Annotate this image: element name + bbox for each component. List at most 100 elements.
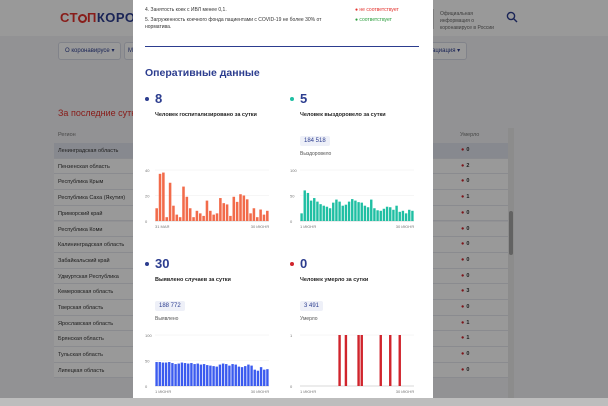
chart-bar[interactable] bbox=[247, 364, 250, 386]
chart-bar[interactable] bbox=[202, 215, 205, 221]
chart-bar[interactable] bbox=[188, 208, 192, 221]
chart-bar[interactable] bbox=[183, 363, 187, 386]
chart-bar[interactable] bbox=[221, 363, 225, 386]
chart-bar[interactable] bbox=[249, 213, 252, 221]
chart-bar[interactable] bbox=[218, 364, 222, 386]
chart-bar[interactable] bbox=[192, 217, 195, 221]
chart-bar[interactable] bbox=[228, 365, 231, 386]
chart-bar[interactable] bbox=[357, 335, 360, 386]
chart-bar[interactable] bbox=[155, 362, 158, 386]
chart-bar[interactable] bbox=[347, 201, 351, 221]
chart-bar[interactable] bbox=[209, 210, 212, 221]
chart-bar[interactable] bbox=[196, 363, 199, 386]
chart-bar[interactable] bbox=[161, 362, 165, 386]
chart-bar[interactable] bbox=[266, 210, 269, 221]
chart-bar[interactable] bbox=[382, 208, 386, 221]
chart-bar[interactable] bbox=[357, 202, 360, 221]
chart-bar[interactable] bbox=[401, 210, 405, 221]
chart-bar[interactable] bbox=[195, 210, 199, 221]
chart-bar[interactable] bbox=[190, 363, 193, 386]
chart-bar[interactable] bbox=[398, 211, 401, 221]
chart-bar[interactable] bbox=[162, 172, 165, 221]
chart-bar[interactable] bbox=[360, 202, 363, 221]
chart-bar[interactable] bbox=[199, 364, 203, 386]
chart-bar[interactable] bbox=[389, 335, 392, 386]
chart-bar[interactable] bbox=[164, 362, 168, 386]
chart-bar[interactable] bbox=[237, 366, 241, 386]
chart-bar[interactable] bbox=[250, 365, 253, 386]
chart-bar[interactable] bbox=[242, 195, 246, 222]
chart-bar[interactable] bbox=[322, 205, 325, 221]
chart-bar[interactable] bbox=[263, 369, 266, 386]
chart-bar[interactable] bbox=[198, 213, 202, 221]
chart-bar[interactable] bbox=[245, 199, 249, 221]
chart-bar[interactable] bbox=[306, 192, 310, 221]
chart-bar[interactable] bbox=[185, 196, 189, 221]
chart-bar[interactable] bbox=[168, 362, 171, 386]
chart-bar[interactable] bbox=[219, 198, 222, 221]
chart-bar[interactable] bbox=[262, 214, 266, 221]
chart-bar[interactable] bbox=[316, 201, 319, 221]
chart-bar[interactable] bbox=[319, 204, 322, 221]
chart-bar[interactable] bbox=[244, 366, 247, 386]
chart-bar[interactable] bbox=[328, 208, 332, 221]
chart-bar[interactable] bbox=[408, 209, 411, 221]
chart-bar[interactable] bbox=[309, 200, 313, 221]
chart-bar[interactable] bbox=[172, 205, 175, 221]
horizontal-scrollbar[interactable] bbox=[0, 398, 608, 406]
chart-bar[interactable] bbox=[187, 363, 190, 386]
chart-bar[interactable] bbox=[256, 370, 260, 386]
chart-bar[interactable] bbox=[209, 365, 212, 386]
chart-bar[interactable] bbox=[366, 207, 370, 221]
chart-bar[interactable] bbox=[266, 369, 269, 386]
chart-bar[interactable] bbox=[259, 367, 263, 386]
chart-bar[interactable] bbox=[234, 364, 237, 386]
chart-bar[interactable] bbox=[376, 210, 379, 221]
search-icon[interactable] bbox=[506, 11, 518, 23]
chart-bar[interactable] bbox=[344, 204, 348, 221]
chart-bar[interactable] bbox=[232, 196, 236, 221]
chart-bar[interactable] bbox=[303, 190, 306, 221]
chart-bar[interactable] bbox=[212, 214, 215, 221]
chart-bar[interactable] bbox=[338, 201, 341, 221]
chart-bar[interactable] bbox=[379, 335, 382, 386]
chart-bar[interactable] bbox=[252, 208, 256, 221]
chart-bar[interactable] bbox=[255, 217, 259, 221]
chart-bar[interactable] bbox=[225, 204, 229, 221]
chart-bar[interactable] bbox=[231, 364, 234, 386]
chart-bar[interactable] bbox=[313, 198, 316, 221]
chart-bar[interactable] bbox=[229, 215, 232, 221]
chart-bar[interactable] bbox=[171, 363, 174, 386]
chart-bar[interactable] bbox=[354, 200, 357, 221]
chart-bar[interactable] bbox=[373, 208, 376, 221]
nav-about-dropdown[interactable]: О коронавирусе ▾ bbox=[58, 42, 122, 60]
chart-bar[interactable] bbox=[363, 205, 367, 221]
chart-bar[interactable] bbox=[370, 199, 373, 221]
chart-bar[interactable] bbox=[158, 173, 162, 221]
chart-bar[interactable] bbox=[385, 206, 389, 221]
chart-bar[interactable] bbox=[202, 364, 206, 386]
chart-bar[interactable] bbox=[398, 335, 401, 386]
chart-bar[interactable] bbox=[332, 202, 335, 221]
chart-bar[interactable] bbox=[180, 362, 184, 386]
chart-bar[interactable] bbox=[175, 214, 179, 221]
table-scrollbar-thumb[interactable] bbox=[509, 211, 513, 255]
chart-bar[interactable] bbox=[335, 199, 338, 221]
chart-bar[interactable] bbox=[168, 182, 172, 221]
chart-bar[interactable] bbox=[206, 365, 209, 386]
chart-bar[interactable] bbox=[325, 206, 329, 221]
chart-bar[interactable] bbox=[239, 194, 242, 221]
chart-bar[interactable] bbox=[222, 203, 226, 221]
chart-bar[interactable] bbox=[215, 213, 219, 221]
chart-bar[interactable] bbox=[225, 364, 228, 386]
chart-bar[interactable] bbox=[165, 217, 169, 221]
chart-bar[interactable] bbox=[338, 335, 341, 386]
chart-bar[interactable] bbox=[205, 200, 209, 221]
chart-bar[interactable] bbox=[360, 335, 363, 386]
chart-bar[interactable] bbox=[182, 186, 185, 221]
chart-bar[interactable] bbox=[174, 364, 177, 386]
chart-bar[interactable] bbox=[392, 209, 395, 221]
chart-bar[interactable] bbox=[300, 213, 303, 221]
chart-bar[interactable] bbox=[253, 369, 256, 386]
chart-bar[interactable] bbox=[240, 367, 244, 386]
